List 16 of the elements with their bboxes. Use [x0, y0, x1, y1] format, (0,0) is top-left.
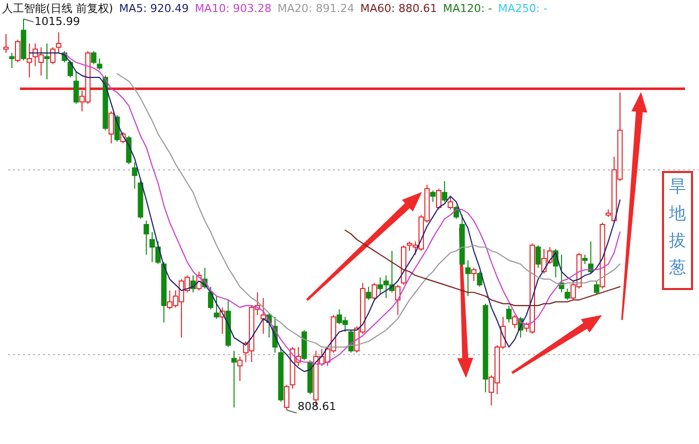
chart-title: 人工智能(日线 前复权) — [2, 2, 114, 15]
text: MA10: 903.28 — [194, 2, 272, 15]
candlestick — [26, 42, 32, 78]
text: MA5: 920.49 — [119, 2, 189, 15]
legend-label: MA120: - — [442, 2, 492, 15]
candlestick — [260, 298, 266, 334]
candlestick — [44, 42, 50, 80]
annotation: 1015.99 — [34, 15, 80, 28]
candlestick — [231, 350, 237, 408]
candlestick — [144, 220, 150, 256]
text: MA60: 880.61 — [360, 2, 437, 15]
legend-label: MA250: - — [498, 2, 548, 15]
annotation: 808.61 — [298, 400, 336, 413]
candlestick — [465, 260, 471, 297]
text: MA20: 891.24 — [278, 2, 354, 15]
text: 旱地拔葱 — [668, 177, 686, 278]
